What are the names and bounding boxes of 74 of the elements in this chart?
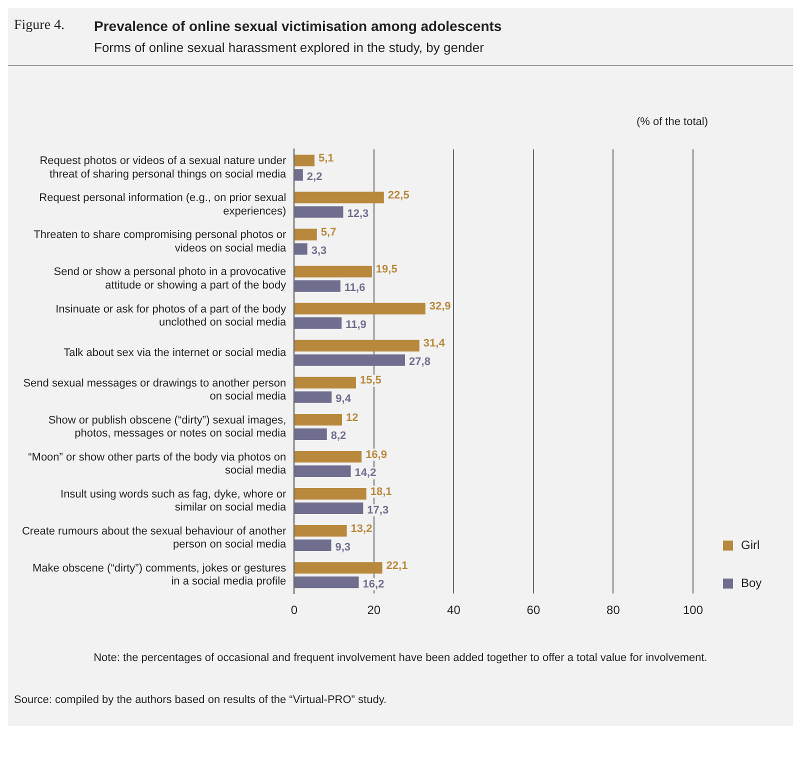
bar — [294, 340, 420, 352]
bar — [294, 465, 351, 477]
data-label: 22,5 — [388, 190, 410, 202]
data-label: 11,9 — [346, 319, 366, 332]
data-label: 11,6 — [344, 282, 366, 294]
data-label: 16,9 — [366, 448, 387, 461]
bar — [294, 539, 332, 552]
data-label: 32,9 — [429, 300, 451, 313]
data-label: 18,1 — [370, 486, 392, 498]
data-label: 16,2 — [362, 578, 384, 590]
bar — [294, 280, 340, 292]
y-tick-label: Threaten to share compromising personal photos or videos on social media — [34, 229, 288, 254]
bar — [294, 562, 382, 574]
y-tick-label: Request personal information (e.g., on prior sexual experiences) — [39, 192, 286, 218]
data-label: 5,7 — [320, 226, 336, 239]
caption: Figure 4. — [14, 18, 66, 35]
data-label: 5,1 — [318, 152, 334, 165]
data-label: 22,1 — [386, 560, 408, 572]
bar — [294, 228, 317, 240]
bar — [294, 428, 327, 440]
bar — [294, 488, 366, 500]
bar — [294, 576, 359, 588]
y-tick-label: Send sexual messages or drawings to another person on social media — [23, 377, 288, 403]
chart-title: Prevalence of online sexual victimisation among adolescents — [94, 18, 502, 34]
x-tick-label: 100 — [682, 603, 704, 618]
bar — [294, 243, 308, 255]
y-tick-label: Create rumours about the sexual behaviour of another person on social media — [22, 525, 288, 551]
y-tick-label: Insult using words such as fag, dyke, whore or similar on social media — [60, 488, 288, 514]
data-label: 3,3 — [311, 245, 327, 258]
data-label: 9,4 — [336, 393, 352, 406]
text: Note: the percentages of occasional and frequent involvement have been added together to offer a total value for involvement. — [92, 652, 708, 664]
x-tick-label: 80 — [606, 603, 620, 618]
bar — [294, 169, 303, 181]
bar — [294, 450, 362, 463]
data-label: 12,3 — [347, 208, 369, 220]
x-tick-label: 40 — [447, 603, 461, 618]
y-tick-label: Insinuate or ask for photos of a part of the body unclothed on social media — [56, 303, 288, 328]
data-label: 31,4 — [423, 338, 446, 350]
bar — [294, 391, 332, 403]
y-tick-label: Talk about sex via the internet or social media — [64, 346, 288, 359]
bar — [294, 502, 364, 514]
text: (% of the total) — [635, 116, 709, 128]
data-label: 2,2 — [306, 170, 322, 183]
bar — [294, 192, 384, 204]
legend-label: Boy — [741, 576, 762, 590]
chart-subtitle: Forms of online sexual harassment explored in the study, by gender — [94, 40, 485, 55]
x-tick-label: 20 — [367, 603, 381, 618]
bar — [294, 206, 344, 218]
y-tick-label: Request photos or videos of a sexual nature under threat of sharing personal things on social media — [40, 155, 288, 180]
y-tick-label: Send or show a personal photo in a provocative attitude or showing a part of the body — [54, 266, 287, 292]
y-tick-label: Make obscene (“dirty”) comments, jokes or gestures in a social media profile — [32, 562, 287, 588]
bar — [294, 154, 314, 166]
data-label: 15,5 — [360, 374, 382, 387]
bar — [294, 414, 342, 426]
data-label: 14,2 — [354, 467, 376, 480]
y-tick-label: Show or publish obscene (“dirty”) sexual images, photos, messages or notes on social media — [48, 414, 288, 440]
bar — [294, 525, 347, 537]
bar — [294, 376, 356, 388]
legend-label: Girl — [741, 538, 760, 552]
bar — [294, 266, 372, 278]
data-label: 8,2 — [330, 430, 346, 442]
bar — [294, 354, 406, 366]
data-label: 12 — [346, 412, 358, 424]
x-tick-label: 60 — [526, 603, 540, 618]
data-label: 13,2 — [350, 522, 372, 535]
x-tick-label: 0 — [290, 603, 298, 618]
data-label: 27,8 — [409, 356, 430, 368]
source-note: Source: compiled by the authors based on results of the “Virtual-PRO” study. — [13, 694, 388, 706]
data-label: 9,3 — [335, 541, 351, 554]
bar — [294, 302, 426, 314]
data-label: 17,3 — [367, 504, 389, 516]
y-tick-label: “Moon” or show other parts of the body via photos on social media — [28, 451, 288, 477]
data-label: 19,5 — [376, 264, 398, 276]
bar — [294, 317, 342, 329]
